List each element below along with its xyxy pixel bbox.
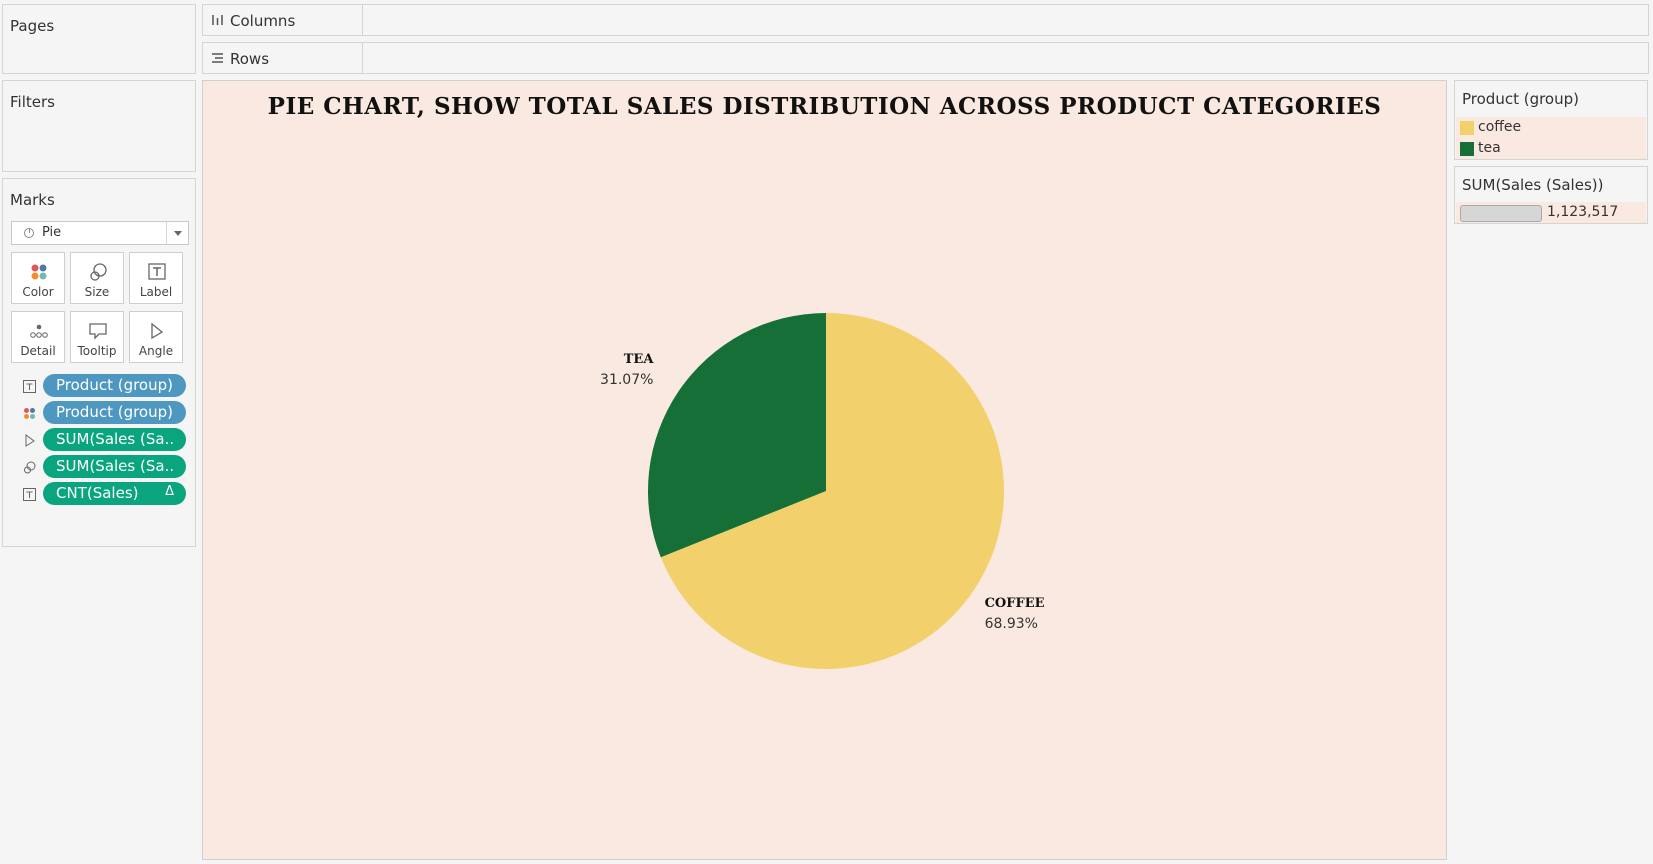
- pages-title: Pages: [10, 17, 55, 35]
- tooltip-button[interactable]: Tooltip: [70, 311, 124, 363]
- label-button[interactable]: Label: [129, 252, 183, 304]
- size-button[interactable]: Size: [70, 252, 124, 304]
- size-button-label: Size: [84, 285, 110, 299]
- filters-card[interactable]: Filters: [2, 80, 196, 172]
- pill-text: CNT(Sales): [56, 484, 139, 502]
- size-legend: SUM(Sales (Sales)) 1,123,517: [1454, 166, 1648, 224]
- pages-card: Pages: [2, 4, 196, 74]
- size-bar: [1460, 205, 1542, 222]
- cnt-sales-label-pill[interactable]: CNT(Sales) Δ: [43, 482, 186, 505]
- columns-label: Columns: [230, 12, 296, 30]
- marks-pill-row: Product (group): [13, 401, 193, 425]
- color-button-label: Color: [22, 285, 54, 299]
- tooltip-icon: [89, 323, 107, 340]
- marks-pill-row: SUM(Sales (Sa..: [13, 428, 193, 452]
- marks-card: Marks Pie Color Size Label Detai: [2, 178, 196, 547]
- rows-icon: [212, 53, 223, 63]
- size-legend-row[interactable]: 1,123,517: [1456, 202, 1646, 223]
- pie-slice-coffee[interactable]: [660, 313, 1004, 669]
- mark-type-dropdown[interactable]: Pie: [11, 221, 189, 245]
- detail-button-label: Detail: [20, 344, 56, 358]
- angle-button[interactable]: Angle: [129, 311, 183, 363]
- angle-icon: [151, 322, 164, 340]
- label-button-label: Label: [139, 285, 173, 299]
- size-legend-title: SUM(Sales (Sales)): [1462, 176, 1604, 194]
- pie-slice-tea[interactable]: [648, 312, 826, 558]
- size-legend-value: 1,123,517: [1547, 204, 1619, 220]
- tooltip-button-label: Tooltip: [77, 344, 117, 358]
- sum-sales-size-pill[interactable]: SUM(Sales (Sa..: [43, 455, 186, 478]
- filters-title: Filters: [10, 93, 55, 111]
- marks-title: Marks: [10, 191, 55, 209]
- angle-button-label: Angle: [138, 344, 174, 358]
- size-icon: [90, 263, 107, 281]
- slice-percent-label: 31.07%: [600, 372, 653, 388]
- chevron-down-icon[interactable]: [166, 222, 188, 244]
- label-icon: [148, 263, 166, 280]
- pill-text: SUM(Sales (Sa..: [56, 457, 175, 475]
- rows-shelf[interactable]: Rows: [202, 42, 1649, 74]
- label-icon: [23, 380, 36, 393]
- columns-shelf-label: Columns: [203, 5, 363, 35]
- color-legend-title: Product (group): [1462, 90, 1579, 108]
- legend-label: coffee: [1478, 119, 1522, 135]
- color-legend: Product (group) coffee tea: [1454, 80, 1648, 160]
- angle-icon: [25, 434, 35, 447]
- color-icon: [31, 264, 47, 280]
- sum-sales-angle-pill[interactable]: SUM(Sales (Sa..: [43, 428, 186, 451]
- legend-label: tea: [1478, 140, 1501, 156]
- legend-swatch: [1460, 121, 1474, 135]
- rows-label: Rows: [230, 50, 270, 68]
- legend-item-coffee[interactable]: coffee: [1456, 117, 1646, 138]
- size-icon: [24, 461, 36, 474]
- delta-icon: Δ: [165, 484, 174, 499]
- marks-pill-row: CNT(Sales) Δ: [13, 482, 193, 506]
- pill-text: Product (group): [56, 403, 173, 421]
- legend-swatch: [1460, 142, 1474, 156]
- legend-item-tea[interactable]: tea: [1456, 138, 1646, 159]
- chart-view[interactable]: PIE CHART, SHOW TOTAL SALES DISTRIBUTION…: [202, 80, 1447, 860]
- product-group-color-pill[interactable]: Product (group): [43, 401, 186, 424]
- pie-icon: [24, 228, 34, 238]
- slice-name-label: TEA: [624, 352, 655, 367]
- rows-shelf-label: Rows: [203, 43, 363, 73]
- color-button[interactable]: Color: [11, 252, 65, 304]
- color-icon: [24, 408, 35, 419]
- label-icon: [23, 488, 36, 501]
- product-group-label-pill[interactable]: Product (group): [43, 374, 186, 397]
- marks-pill-row: SUM(Sales (Sa..: [13, 455, 193, 479]
- slice-percent-label: 68.93%: [985, 616, 1038, 632]
- mark-type-label: Pie: [42, 225, 62, 240]
- chart-title: PIE CHART, SHOW TOTAL SALES DISTRIBUTION…: [267, 93, 1382, 120]
- pill-text: SUM(Sales (Sa..: [56, 430, 175, 448]
- pie-chart[interactable]: COFFEE 68.93% TEA 31.07%: [203, 81, 1448, 861]
- columns-shelf[interactable]: Columns: [202, 4, 1649, 36]
- marks-pill-row: Product (group): [13, 374, 193, 398]
- detail-button[interactable]: Detail: [11, 311, 65, 363]
- columns-icon: [212, 15, 223, 25]
- detail-icon: [30, 324, 48, 338]
- slice-name-label: COFFEE: [985, 596, 1045, 611]
- pill-text: Product (group): [56, 376, 173, 394]
